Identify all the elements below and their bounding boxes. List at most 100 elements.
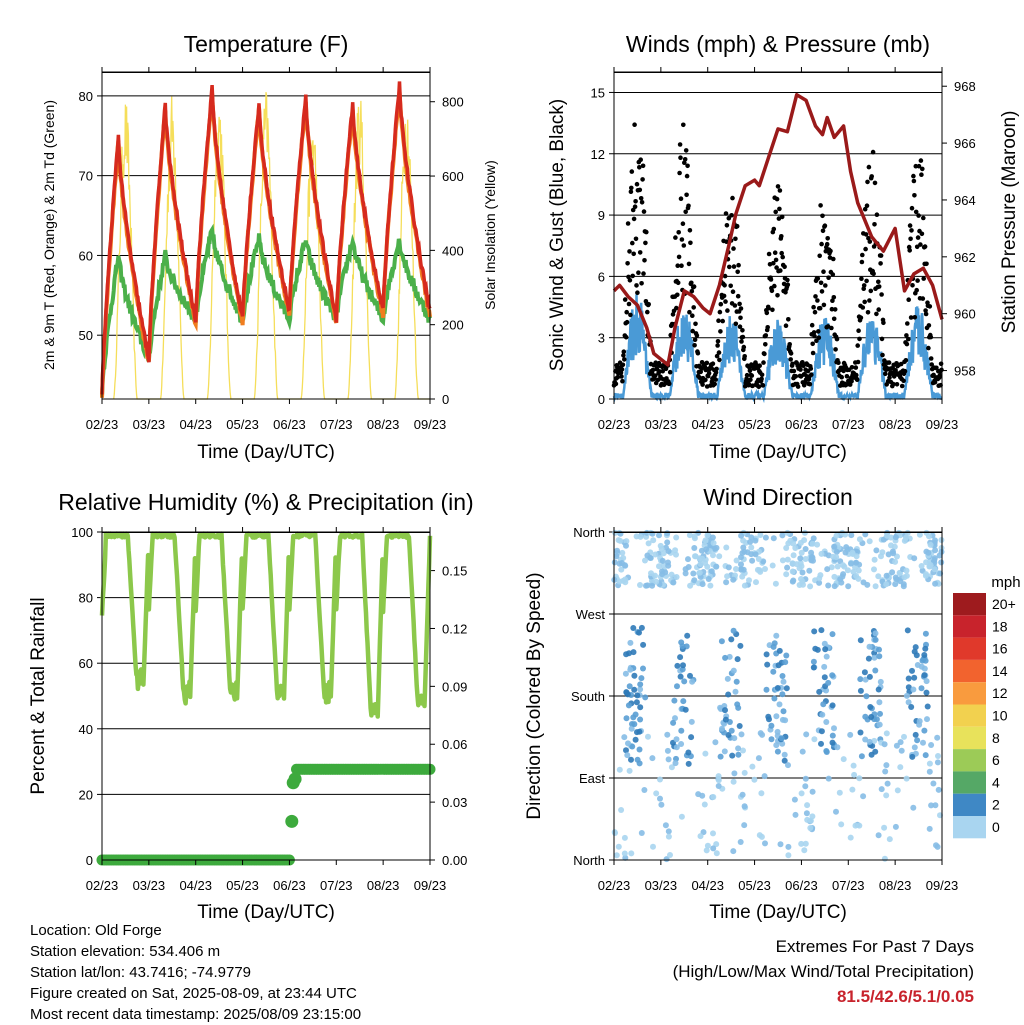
gust-point (770, 307, 775, 313)
gust-point (720, 318, 725, 324)
direction-point (632, 736, 639, 743)
direction-point (821, 663, 828, 670)
direction-point (627, 639, 634, 646)
gust-point (633, 236, 639, 242)
direction-point (628, 756, 634, 763)
gust-point (740, 328, 745, 333)
direction-point (724, 573, 731, 580)
direction-point (650, 843, 656, 850)
direction-point (685, 564, 692, 570)
direction-point (779, 532, 786, 539)
direction-point (857, 676, 864, 683)
direction-point (801, 847, 808, 854)
direction-point (615, 843, 622, 850)
direction-point (903, 775, 910, 782)
gust-point (624, 309, 629, 315)
gust-point (916, 163, 922, 169)
direction-point (866, 643, 873, 650)
direction-point (888, 542, 894, 549)
direction-point (890, 550, 897, 557)
direction-point (821, 674, 828, 681)
gust-point (809, 372, 814, 378)
direction-point (664, 539, 671, 546)
direction-point (843, 544, 850, 551)
gust-point (863, 232, 869, 237)
direction-point (702, 560, 709, 567)
direction-point (653, 578, 660, 585)
gust-point (716, 318, 721, 324)
gust-point (759, 376, 764, 382)
winds-title: Winds (mph) & Pressure (mb) (626, 31, 930, 57)
direction-point (671, 697, 678, 704)
gust-point (904, 333, 909, 338)
direction-point (691, 545, 698, 551)
gust-point (729, 213, 734, 218)
x-tick-label: 07/23 (320, 417, 353, 432)
direction-point (909, 753, 916, 760)
elevation-text: Station elevation: 534.406 m (30, 943, 221, 960)
rh-series (99, 531, 433, 719)
y2-tick-label: 962 (954, 250, 976, 265)
y2-tick-label: 600 (442, 169, 464, 184)
x-tick-label: 07/23 (832, 417, 865, 432)
direction-point (889, 569, 896, 576)
gust-point (836, 360, 841, 366)
direction-point (740, 544, 747, 551)
gust-point (834, 336, 840, 342)
gust-point (628, 189, 634, 194)
direction-point (764, 661, 771, 668)
gust-point (880, 352, 885, 358)
direction-point (872, 583, 879, 590)
direction-point (738, 731, 745, 738)
direction-point (816, 579, 823, 586)
direction-point (652, 551, 659, 558)
direction-point (755, 755, 762, 762)
gust-point (826, 275, 831, 281)
direction-point (658, 546, 665, 552)
plot-frame (101, 531, 431, 861)
gust-point (638, 157, 643, 162)
gust-point (855, 359, 861, 365)
direction-point (866, 673, 873, 680)
direction-point (868, 714, 875, 720)
direction-point (876, 721, 883, 728)
direction-point (924, 716, 930, 723)
gust-point (769, 288, 775, 294)
direction-point (674, 662, 681, 669)
direction-point (713, 850, 720, 857)
direction-point (847, 834, 854, 841)
direction-point (724, 675, 731, 682)
direction-point (790, 577, 797, 584)
y2-tick-label: 800 (442, 95, 464, 110)
direction-point (722, 716, 729, 723)
y-tick-label: 100 (71, 525, 93, 540)
direction-point (892, 558, 899, 565)
direction-point (778, 735, 785, 742)
gust-point (748, 377, 753, 383)
direction-point (619, 549, 626, 556)
gust-point (906, 297, 911, 303)
gust-point (854, 377, 860, 383)
recent-text: Most recent data timestamp: 2025/08/09 2… (30, 1006, 362, 1023)
direction-point (790, 540, 797, 547)
direction-point (623, 715, 630, 722)
direction-point (680, 698, 687, 705)
direction-point (774, 685, 781, 691)
direction-point (930, 780, 937, 787)
direction-point (897, 764, 904, 771)
direction-point (783, 545, 790, 551)
y-tick-label: 12 (591, 147, 605, 162)
gust-point (643, 240, 648, 246)
direction-point (691, 533, 698, 540)
direction-point (628, 725, 635, 732)
direction-point (849, 786, 856, 793)
pressure-series (612, 92, 944, 367)
direction-point (684, 632, 691, 639)
gust-point (621, 349, 627, 355)
gust-point (634, 181, 640, 187)
gust-point (641, 209, 647, 214)
y2-tick-label: 0.12 (442, 621, 467, 636)
y2-tick-label: 400 (442, 243, 464, 258)
gust-point (695, 350, 701, 356)
gust-point (735, 269, 740, 275)
